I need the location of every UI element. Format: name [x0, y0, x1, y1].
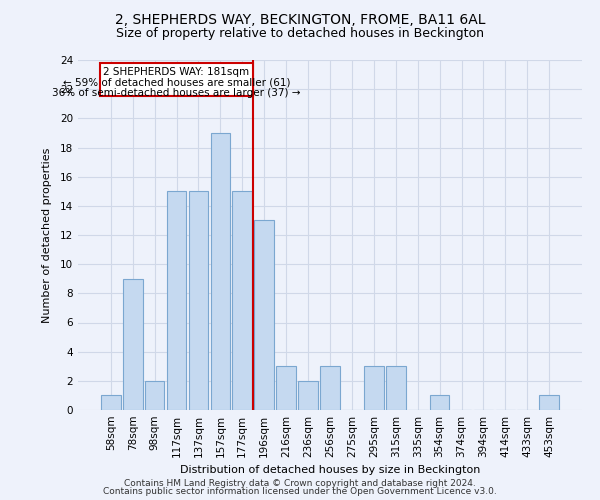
Text: Contains public sector information licensed under the Open Government Licence v3: Contains public sector information licen… [103, 487, 497, 496]
Bar [145, 381, 164, 410]
Text: Size of property relative to detached houses in Beckington: Size of property relative to detached ho… [116, 28, 484, 40]
Bar [188, 192, 208, 410]
Bar [123, 279, 143, 410]
Text: 2, SHEPHERDS WAY, BECKINGTON, FROME, BA11 6AL: 2, SHEPHERDS WAY, BECKINGTON, FROME, BA1… [115, 12, 485, 26]
Text: Contains HM Land Registry data © Crown copyright and database right 2024.: Contains HM Land Registry data © Crown c… [124, 478, 476, 488]
Bar [320, 366, 340, 410]
Bar [254, 220, 274, 410]
Bar [386, 366, 406, 410]
Bar [298, 381, 318, 410]
Text: ← 59% of detached houses are smaller (61): ← 59% of detached houses are smaller (61… [63, 78, 290, 88]
Bar [211, 133, 230, 410]
Text: 36% of semi-detached houses are larger (37) →: 36% of semi-detached houses are larger (… [52, 88, 301, 98]
Bar [364, 366, 384, 410]
Bar [167, 192, 187, 410]
Bar [101, 396, 121, 410]
FancyBboxPatch shape [100, 63, 253, 96]
X-axis label: Distribution of detached houses by size in Beckington: Distribution of detached houses by size … [180, 466, 480, 475]
Y-axis label: Number of detached properties: Number of detached properties [41, 148, 52, 322]
Bar [539, 396, 559, 410]
Bar [232, 192, 252, 410]
Bar [430, 396, 449, 410]
Bar [276, 366, 296, 410]
Text: 2 SHEPHERDS WAY: 181sqm: 2 SHEPHERDS WAY: 181sqm [103, 67, 250, 77]
